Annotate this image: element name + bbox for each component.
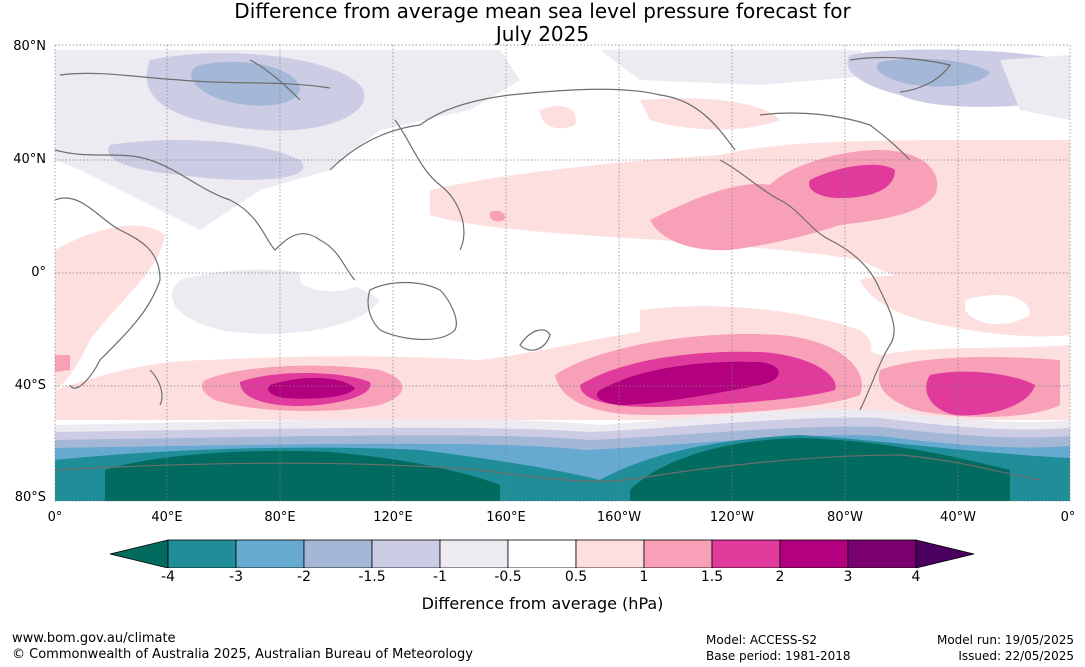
lon-label-0-left: 0° (47, 510, 63, 525)
lon-label-40e: 40°E (151, 510, 183, 525)
colorbar-tick-label: -3 (229, 569, 243, 585)
colorbar-segment (643, 539, 713, 568)
colorbar-tick-label: 4 (911, 569, 921, 585)
colorbar-extension-high (915, 539, 975, 568)
colorbar-tick-label: 2 (775, 569, 785, 585)
footer-right: Model run: 19/05/2025 Issued: 22/05/2025 (937, 632, 1074, 664)
model-name: Model: ACCESS-S2 (706, 633, 818, 647)
lon-label-120e: 120°E (373, 510, 413, 525)
lon-label-0-right: 0° (1060, 510, 1076, 525)
footer-left: www.bom.gov.au/climate © Commonwealth of… (12, 631, 473, 663)
lon-label-160e: 160°E (486, 510, 526, 525)
lat-label-0: 0° (31, 265, 46, 280)
issued-date: Issued: 22/05/2025 (958, 649, 1074, 663)
model-run-date: Model run: 19/05/2025 (936, 633, 1074, 647)
lon-label-40w: 40°W (940, 510, 976, 525)
colorbar-segment (303, 539, 373, 568)
colorbar-segment (439, 539, 509, 568)
colorbar-tick-label: -1 (433, 569, 447, 585)
colorbar-segment (847, 539, 917, 568)
chart-title: Difference from average mean sea level p… (0, 0, 1085, 46)
colorbar-segment (371, 539, 441, 568)
colorbar-tick-label: -0.5 (494, 569, 522, 585)
footer-middle: Model: ACCESS-S2 Base period: 1981-2018 (706, 632, 851, 664)
lat-label-40s: 40°S (14, 378, 46, 393)
graticule (54, 44, 1071, 502)
colorbar-tick-label: 0.5 (564, 569, 588, 585)
title-line-1: Difference from average mean sea level p… (234, 0, 851, 23)
lat-label-80n: 80°N (13, 39, 46, 54)
lon-label-80w: 80°W (827, 510, 863, 525)
colorbar-segment (507, 539, 577, 568)
copyright-text: © Commonwealth of Australia 2025, Austra… (12, 647, 473, 662)
pressure-map (54, 44, 1071, 502)
coastlines (55, 56, 1041, 482)
colorbar-title: Difference from average (hPa) (421, 594, 664, 613)
colorbar-segment (711, 539, 781, 568)
colorbar-tick-label: -4 (161, 569, 175, 585)
colorbar-tick-label: -2 (297, 569, 311, 585)
colorbar-segment (235, 539, 305, 568)
base-period: Base period: 1981-2018 (706, 649, 851, 663)
colorbar-tick-label: 1.5 (700, 569, 724, 585)
colorbar-bar (109, 539, 975, 568)
colorbar-tick-label: 1 (639, 569, 649, 585)
lon-label-120w: 120°W (709, 510, 755, 525)
lon-label-160w: 160°W (596, 510, 642, 525)
lon-label-80e: 80°E (264, 510, 296, 525)
colorbar-tick-label: 3 (843, 569, 853, 585)
title-line-2: July 2025 (495, 22, 590, 46)
pressure-field (55, 45, 1070, 501)
map-area: 80°N 40°N 0° 40°S 80°S 0° 40°E 80°E 120°… (13, 39, 1076, 525)
colorbar-segment (779, 539, 849, 568)
lat-label-80s: 80°S (14, 490, 46, 505)
colorbar-segment (575, 539, 645, 568)
colorbar-extension-low (109, 539, 169, 568)
lat-label-40n: 40°N (13, 152, 46, 167)
colorbar-tick-label: -1.5 (358, 569, 386, 585)
colorbar-segment (167, 539, 237, 568)
website-link[interactable]: www.bom.gov.au/climate (12, 631, 176, 646)
